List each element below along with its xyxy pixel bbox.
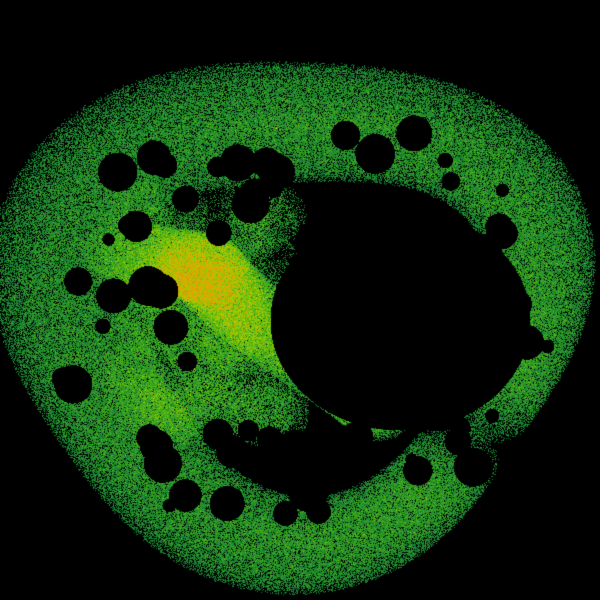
fractal-image <box>0 0 600 600</box>
fractal-attractor-canvas <box>0 0 600 600</box>
